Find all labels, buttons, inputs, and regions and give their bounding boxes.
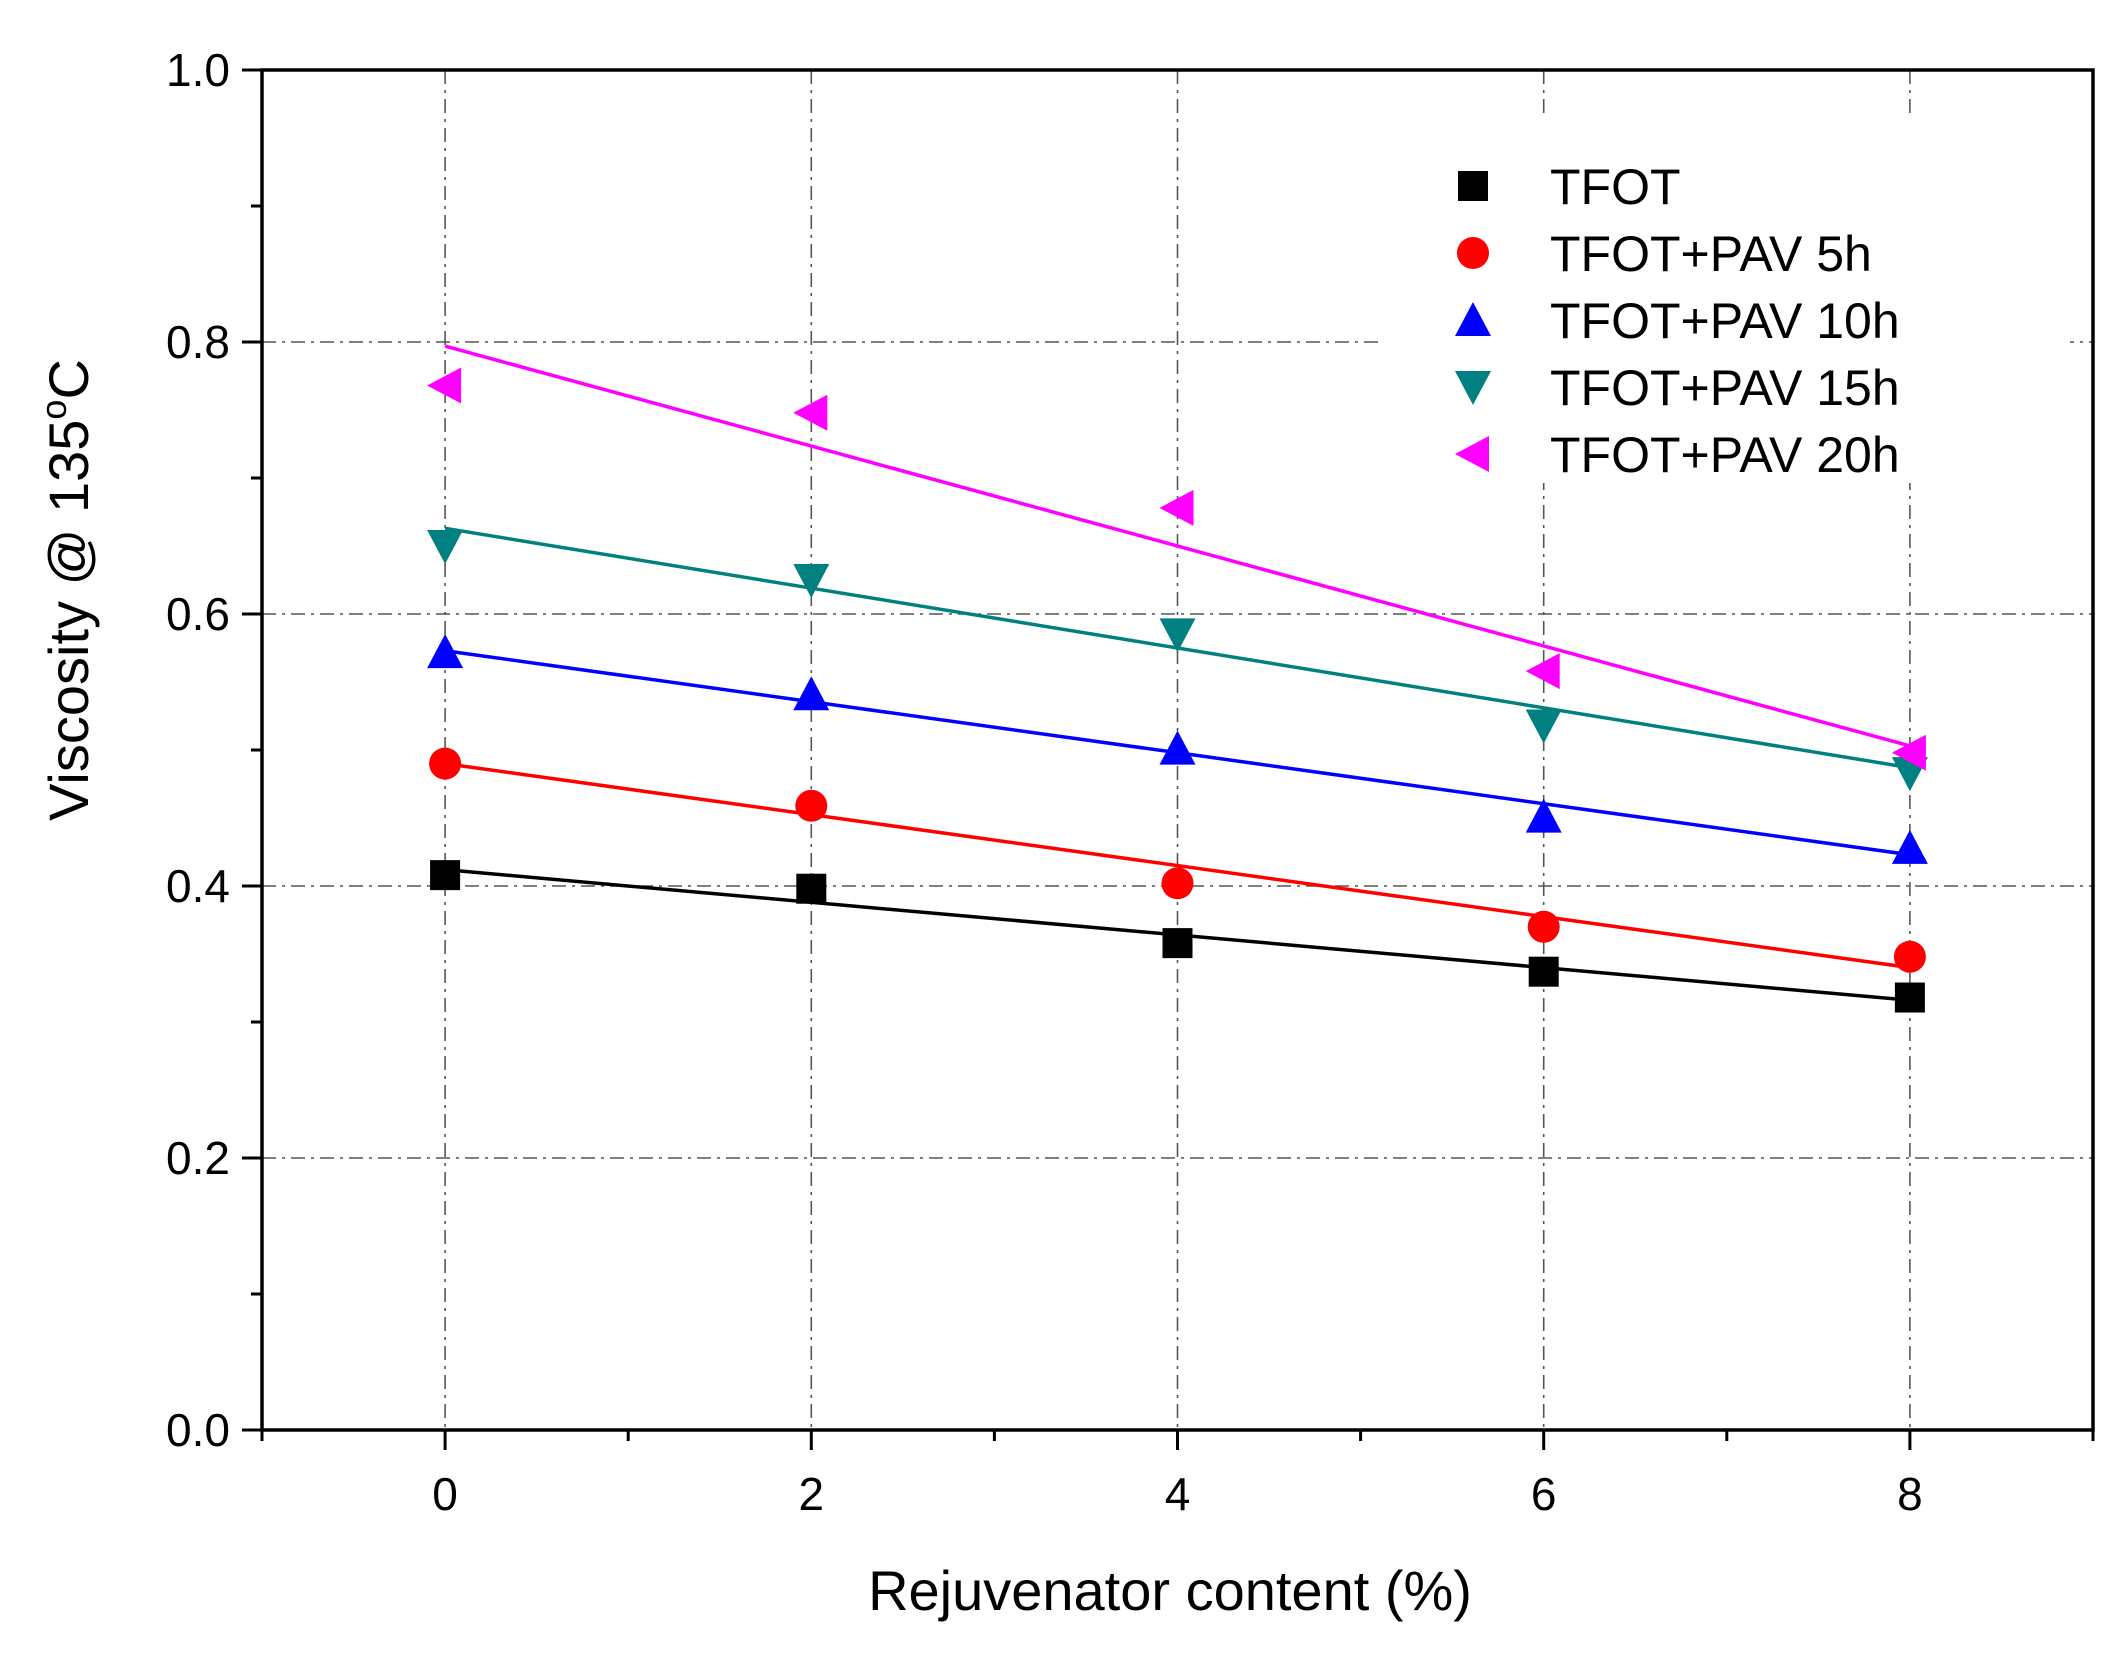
x-tick-label: 6 xyxy=(1531,1468,1557,1520)
data-point xyxy=(429,747,462,780)
data-point xyxy=(796,873,827,904)
y-tick-label: 0.2 xyxy=(166,1132,230,1184)
data-point xyxy=(1159,618,1196,653)
data-point xyxy=(793,676,830,711)
legend-label: TFOT+PAV 20h xyxy=(1550,427,1900,483)
y-tick-label: 0.6 xyxy=(166,588,230,640)
x-tick-label: 0 xyxy=(432,1468,458,1520)
data-point xyxy=(430,860,461,891)
y-axis-title-degree: o xyxy=(33,400,74,420)
legend-marker xyxy=(1458,171,1488,201)
data-point xyxy=(1159,489,1194,526)
data-point xyxy=(1527,910,1560,943)
fit-line xyxy=(444,761,1911,970)
data-point xyxy=(795,789,828,822)
data-point xyxy=(1525,653,1560,690)
data-point xyxy=(1894,982,1925,1013)
data-point xyxy=(427,634,464,669)
data-point xyxy=(1525,798,1562,833)
data-point xyxy=(1162,928,1193,959)
data-point xyxy=(1159,730,1196,765)
y-tick-label: 0.4 xyxy=(166,860,230,912)
axes: 0.0 0.2 0.4 0.6 0.8 1.0 0 2 4 6 8 xyxy=(166,44,2095,1520)
legend-marker xyxy=(1455,302,1491,336)
x-tick-label: 2 xyxy=(799,1468,825,1520)
data-markers xyxy=(427,367,1928,1013)
x-tick-label: 4 xyxy=(1165,1468,1191,1520)
y-axis-title-main: Viscosity @ 135 xyxy=(37,420,100,821)
data-point xyxy=(427,367,462,404)
legend-background xyxy=(1380,118,2070,483)
x-tick-label: 8 xyxy=(1897,1468,1923,1520)
legend-label: TFOT+PAV 15h xyxy=(1550,360,1900,416)
legend: TFOT TFOT+PAV 5h TFOT+PAV 10h TFOT+PAV 15h T… xyxy=(1380,118,2070,483)
y-axis-title: Viscosity @ 135oC xyxy=(33,359,100,821)
y-axis-title-unit: C xyxy=(37,359,100,399)
y-tick-label: 0.8 xyxy=(166,316,230,368)
data-point xyxy=(793,564,830,598)
legend-label: TFOT+PAV 5h xyxy=(1550,226,1872,282)
data-point xyxy=(1891,734,1926,771)
legend-label: TFOT+PAV 10h xyxy=(1550,293,1900,349)
x-axis-title: Rejuvenator content (%) xyxy=(868,1559,1472,1622)
legend-label: TFOT xyxy=(1550,159,1681,215)
data-point xyxy=(1528,956,1559,987)
y-tick-label: 1.0 xyxy=(166,44,230,96)
data-point xyxy=(1893,940,1926,973)
legend-marker xyxy=(1455,436,1489,472)
data-point xyxy=(793,394,828,431)
data-point xyxy=(1891,829,1928,864)
legend-marker xyxy=(1457,237,1489,269)
data-point xyxy=(1161,867,1194,900)
y-tick-label: 0.0 xyxy=(166,1404,230,1456)
legend-marker xyxy=(1455,371,1491,405)
fit-line xyxy=(444,344,1911,748)
data-point xyxy=(1525,709,1562,744)
data-point xyxy=(427,530,464,564)
